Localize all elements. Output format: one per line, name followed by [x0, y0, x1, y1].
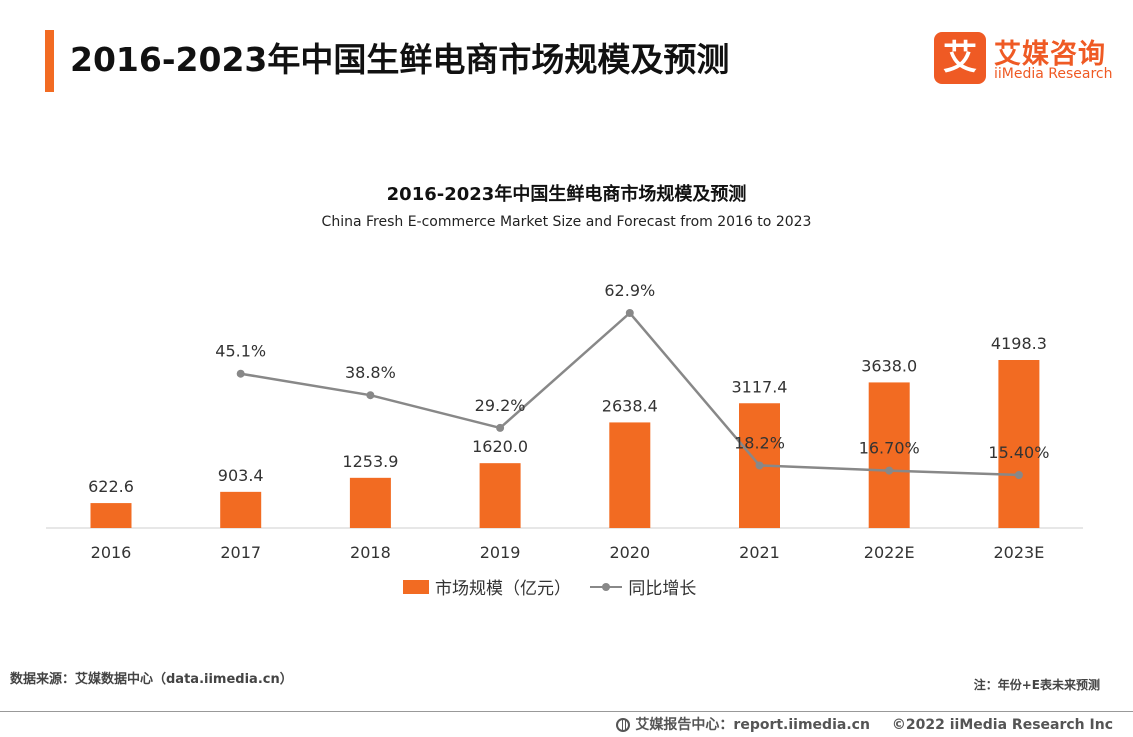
growth-label-2020: 62.9% [604, 281, 655, 300]
x-tick-2023E: 2023E [993, 543, 1044, 562]
bar-label-2020: 2638.4 [602, 396, 658, 415]
bar-2023E [998, 360, 1040, 528]
growth-label-2017: 45.1% [215, 342, 266, 361]
bar-label-2023E: 4198.3 [991, 334, 1047, 353]
chart-legend: 市场规模（亿元） 同比增长 [403, 574, 697, 599]
x-tick-2021: 2021 [739, 543, 780, 562]
bar-2019 [479, 463, 521, 528]
forecast-note: 注：年份+E表未来预测 [973, 678, 1100, 692]
copyright: ©2022 iiMedia Research Inc [891, 717, 1113, 733]
growth-point-2019 [496, 423, 505, 432]
x-tick-2018: 2018 [350, 543, 391, 562]
logo-icon-char: 艾 [943, 38, 977, 78]
logo-icon: 艾 [934, 32, 986, 84]
growth-label-2018: 38.8% [345, 363, 396, 382]
bar-label-2021: 3117.4 [732, 377, 788, 396]
x-tick-2019: 2019 [480, 543, 521, 562]
x-tick-2017: 2017 [220, 543, 261, 562]
growth-label-2022E: 16.70% [859, 439, 920, 458]
legend-line-swatch [590, 580, 623, 594]
bar-2022E [868, 382, 910, 528]
growth-point-2022E [885, 466, 894, 475]
report-site: 艾媒报告中心：report.iimedia.cn [635, 717, 870, 733]
footer: 艾媒报告中心：report.iimedia.cn ©2022 iiMedia Re… [616, 714, 1113, 734]
page-title: 2016-2023年中国生鲜电商市场规模及预测 [70, 40, 730, 79]
growth-point-2018 [366, 391, 375, 400]
bar-label-2018: 1253.9 [342, 452, 398, 471]
growth-label-2023E: 15.40% [988, 443, 1049, 462]
legend-line-label: 同比增长 [628, 579, 697, 599]
legend-bar-swatch [403, 579, 429, 594]
chart-title: 2016-2023年中国生鲜电商市场规模及预测 [386, 184, 747, 205]
bar-2018 [349, 477, 391, 528]
chart-subtitle: China Fresh E-commerce Market Size and F… [321, 214, 812, 230]
growth-label-2021: 18.2% [734, 433, 785, 452]
bar-2017 [220, 491, 262, 528]
logo-cn-name: 艾媒咨询 [994, 39, 1106, 70]
title-accent-bar [45, 30, 54, 92]
iimedia-logo: 艾 艾媒咨询 iiMedia Research [934, 32, 1124, 88]
logo-en-name: iiMedia Research [994, 66, 1113, 82]
bar-2016 [90, 503, 132, 528]
growth-point-2021 [755, 461, 764, 470]
globe-icon [616, 718, 631, 732]
footer-divider [0, 711, 1133, 712]
x-tick-2022E: 2022E [864, 543, 915, 562]
x-tick-2020: 2020 [609, 543, 650, 562]
legend-bar-label: 市场规模（亿元） [435, 579, 571, 599]
bar-label-2019: 1620.0 [472, 437, 528, 456]
data-source: 数据来源：艾媒数据中心（data.iimedia.cn） [10, 672, 293, 687]
bar-2020 [609, 422, 651, 528]
growth-point-2020 [625, 309, 634, 317]
bar-label-2016: 622.6 [88, 477, 134, 496]
x-tick-2016: 2016 [91, 543, 132, 562]
growth-point-2023E [1014, 471, 1023, 479]
growth-point-2017 [236, 369, 245, 378]
growth-label-2019: 29.2% [475, 396, 526, 415]
bar-label-2017: 903.4 [218, 466, 264, 485]
bar-label-2022E: 3638.0 [861, 356, 917, 375]
